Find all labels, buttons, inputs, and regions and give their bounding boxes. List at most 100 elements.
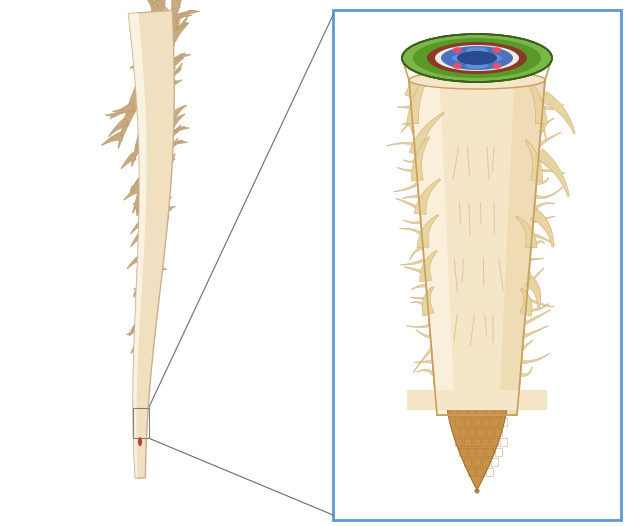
- Polygon shape: [148, 109, 174, 180]
- Polygon shape: [533, 203, 555, 210]
- Polygon shape: [398, 105, 411, 108]
- Polygon shape: [181, 127, 189, 130]
- Polygon shape: [136, 267, 146, 284]
- Polygon shape: [537, 169, 565, 174]
- Polygon shape: [140, 129, 151, 151]
- Polygon shape: [118, 65, 162, 148]
- Polygon shape: [152, 178, 159, 187]
- Polygon shape: [137, 215, 160, 278]
- Polygon shape: [151, 221, 158, 229]
- Polygon shape: [168, 114, 185, 129]
- Polygon shape: [133, 54, 150, 69]
- Ellipse shape: [466, 61, 488, 69]
- Polygon shape: [150, 163, 160, 184]
- Polygon shape: [160, 188, 171, 201]
- Polygon shape: [168, 10, 195, 26]
- Polygon shape: [411, 284, 426, 290]
- Polygon shape: [131, 342, 139, 353]
- Polygon shape: [129, 326, 140, 336]
- Polygon shape: [162, 23, 188, 42]
- Polygon shape: [172, 0, 180, 9]
- Polygon shape: [158, 33, 167, 42]
- Ellipse shape: [492, 47, 501, 53]
- Polygon shape: [411, 137, 429, 181]
- Polygon shape: [403, 195, 419, 198]
- Polygon shape: [149, 82, 154, 88]
- Polygon shape: [409, 246, 423, 260]
- Polygon shape: [136, 141, 147, 161]
- Polygon shape: [156, 142, 165, 160]
- Polygon shape: [162, 29, 173, 54]
- Polygon shape: [176, 63, 182, 73]
- Polygon shape: [146, 248, 156, 261]
- Polygon shape: [141, 39, 163, 100]
- Polygon shape: [133, 326, 135, 332]
- Polygon shape: [143, 67, 153, 86]
- Polygon shape: [131, 87, 145, 102]
- Polygon shape: [134, 291, 138, 298]
- Polygon shape: [398, 167, 417, 172]
- Ellipse shape: [441, 46, 513, 70]
- Polygon shape: [403, 220, 421, 224]
- Bar: [133, 408, 148, 438]
- Polygon shape: [188, 10, 200, 14]
- Polygon shape: [128, 13, 146, 478]
- Polygon shape: [173, 20, 180, 31]
- Polygon shape: [154, 216, 170, 229]
- Polygon shape: [499, 80, 545, 415]
- Polygon shape: [542, 105, 563, 110]
- Polygon shape: [146, 160, 153, 168]
- Polygon shape: [141, 257, 156, 311]
- Polygon shape: [148, 74, 155, 81]
- Polygon shape: [145, 0, 162, 16]
- Polygon shape: [151, 259, 164, 269]
- Polygon shape: [407, 323, 431, 328]
- Ellipse shape: [409, 71, 545, 89]
- Polygon shape: [165, 7, 179, 29]
- Polygon shape: [526, 297, 554, 307]
- Polygon shape: [414, 179, 441, 215]
- Ellipse shape: [435, 45, 519, 71]
- Polygon shape: [523, 326, 548, 338]
- Polygon shape: [403, 158, 417, 163]
- Polygon shape: [153, 246, 160, 252]
- Polygon shape: [526, 304, 549, 312]
- Polygon shape: [157, 158, 175, 172]
- Polygon shape: [180, 16, 188, 27]
- Polygon shape: [170, 67, 175, 77]
- Polygon shape: [142, 0, 166, 44]
- Polygon shape: [140, 292, 148, 307]
- Polygon shape: [136, 193, 152, 213]
- Polygon shape: [110, 103, 133, 119]
- Polygon shape: [422, 286, 434, 316]
- Polygon shape: [141, 175, 163, 244]
- Polygon shape: [136, 91, 146, 118]
- Polygon shape: [156, 207, 172, 219]
- Polygon shape: [158, 197, 172, 209]
- Polygon shape: [157, 25, 165, 35]
- Polygon shape: [410, 297, 428, 300]
- Polygon shape: [417, 369, 435, 376]
- Polygon shape: [531, 209, 553, 247]
- Polygon shape: [150, 241, 153, 249]
- Polygon shape: [536, 177, 548, 185]
- Polygon shape: [387, 142, 415, 146]
- Polygon shape: [136, 322, 138, 328]
- Polygon shape: [165, 211, 168, 218]
- Polygon shape: [520, 367, 532, 377]
- Ellipse shape: [427, 42, 527, 74]
- Polygon shape: [144, 207, 155, 227]
- Polygon shape: [144, 272, 155, 288]
- Polygon shape: [147, 134, 151, 143]
- Polygon shape: [535, 149, 570, 197]
- Polygon shape: [538, 132, 561, 146]
- Polygon shape: [158, 80, 177, 103]
- Polygon shape: [132, 139, 165, 213]
- Polygon shape: [171, 138, 178, 146]
- Polygon shape: [148, 279, 151, 286]
- Polygon shape: [148, 216, 152, 224]
- Polygon shape: [161, 268, 167, 271]
- Polygon shape: [146, 18, 178, 103]
- Polygon shape: [420, 250, 438, 282]
- Polygon shape: [409, 80, 455, 415]
